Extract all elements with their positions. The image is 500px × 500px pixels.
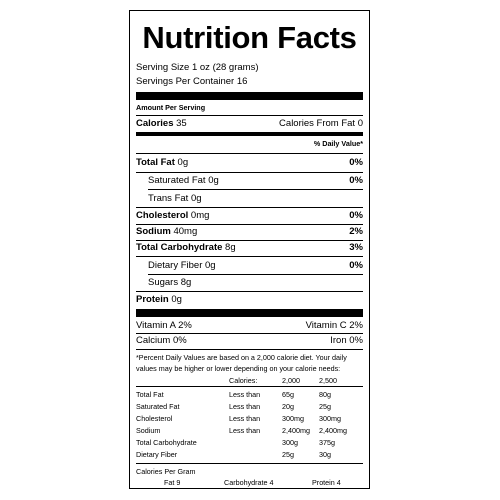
nutrient-total-carbohydrate: Total Carbohydrate 8g 3% — [136, 242, 363, 254]
nutrient-trans-fat: Trans Fat 0g — [136, 193, 363, 205]
table-nutrient: Total Fat — [136, 390, 164, 399]
nutrient-protein: Protein 0g — [136, 294, 363, 306]
divider — [136, 349, 363, 350]
nutrient-dv: 2% — [349, 226, 363, 237]
nutrient-cholesterol: Cholesterol 0mg 0% — [136, 210, 363, 222]
divider — [136, 291, 363, 292]
nutrient-label: Total Carbohydrate — [136, 242, 223, 253]
divider — [136, 172, 363, 173]
table-nutrient: Total Carbohydrate — [136, 438, 197, 447]
nutrient-sugars: Sugars 8g — [136, 277, 363, 289]
table-nutrient: Dietary Fiber — [136, 450, 178, 459]
divider — [136, 153, 363, 154]
nutrient-label: Total Fat — [136, 157, 175, 168]
nutrient-dv: 0% — [349, 210, 363, 221]
nutrient-amount: 0g — [205, 260, 216, 271]
table-2000: 2,400mg — [282, 426, 310, 435]
nutrient-amount: 0mg — [190, 210, 210, 221]
nutrient-label: Sodium — [136, 226, 171, 237]
daily-value-header: % Daily Value* — [313, 139, 363, 148]
table-header-calories: Calories: — [229, 376, 258, 385]
table-2500: 375g — [319, 438, 335, 447]
footnote: *Percent Daily Values are based on a 2,0… — [136, 353, 347, 373]
label-content: Nutrition Facts Serving Size 1 oz (28 gr… — [136, 11, 363, 488]
calories-from-fat-value: 0 — [357, 118, 363, 129]
medium-divider — [136, 132, 363, 136]
nutrient-amount: 0g — [208, 175, 219, 186]
nutrient-dv: 0% — [349, 157, 363, 168]
table-header-2500: 2,500 — [319, 376, 337, 385]
vitamin-row: Vitamin A 2% Vitamin C 2% — [136, 320, 363, 332]
per-gram-fat: Fat 9 — [164, 478, 181, 487]
nutrient-dv: 3% — [349, 242, 363, 253]
thick-divider — [136, 309, 363, 317]
table-2500: 80g — [319, 390, 331, 399]
table-limit: Less than — [229, 402, 261, 411]
divider — [136, 386, 363, 387]
table-2000: 300mg — [282, 414, 304, 423]
table-limit: Less than — [229, 414, 261, 423]
nutrient-label: Protein — [136, 294, 169, 305]
nutrition-label: Nutrition Facts Serving Size 1 oz (28 gr… — [129, 10, 370, 489]
table-2000: 25g — [282, 450, 294, 459]
vitamin-a: Vitamin A 2% — [136, 320, 192, 331]
nutrient-amount: 8g — [180, 277, 192, 288]
table-2500: 300mg — [319, 414, 341, 423]
mineral-row: Calcium 0% Iron 0% — [136, 335, 363, 347]
divider — [136, 463, 363, 464]
nutrient-amount: 0g — [171, 294, 182, 305]
label-title: Nutrition Facts — [142, 20, 357, 55]
calories-label: Calories — [136, 118, 174, 129]
per-gram-protein: Protein 4 — [312, 478, 341, 487]
amount-per-serving: Amount Per Serving — [136, 103, 206, 112]
nutrient-dv: 0% — [349, 175, 363, 186]
nutrient-amount: 8g — [225, 242, 236, 253]
nutrient-label: Trans Fat — [148, 193, 189, 204]
table-nutrient: Sodium — [136, 426, 161, 435]
nutrient-label: Saturated Fat — [148, 175, 206, 186]
table-2500: 30g — [319, 450, 331, 459]
table-2000: 65g — [282, 390, 294, 399]
vitamin-c: Vitamin C 2% — [305, 320, 363, 331]
divider — [148, 274, 363, 275]
iron: Iron 0% — [330, 335, 363, 346]
thick-divider — [136, 92, 363, 100]
calcium: Calcium 0% — [136, 335, 187, 346]
nutrient-dietary-fiber: Dietary Fiber 0g 0% — [136, 260, 363, 272]
nutrient-saturated-fat: Saturated Fat 0g 0% — [136, 175, 363, 187]
table-header-2000: 2,000 — [282, 376, 300, 385]
table-2000: 20g — [282, 402, 294, 411]
divider — [136, 115, 363, 116]
table-2500: 25g — [319, 402, 331, 411]
table-limit: Less than — [229, 426, 261, 435]
per-gram-carbohydrate: Carbohydrate 4 — [224, 478, 274, 487]
nutrient-label: Dietary Fiber — [148, 260, 203, 271]
table-limit: Less than — [229, 390, 261, 399]
nutrient-amount: 40mg — [173, 226, 198, 237]
nutrient-total-fat: Total Fat 0g 0% — [136, 157, 363, 169]
nutrient-dv: 0% — [349, 260, 363, 271]
divider — [136, 207, 363, 208]
table-nutrient: Cholesterol — [136, 414, 173, 423]
servings-per-container: Servings Per Container 16 — [136, 76, 248, 87]
divider — [136, 224, 363, 225]
divider — [136, 333, 363, 334]
calories-from-fat-label: Calories From Fat — [279, 118, 356, 129]
nutrient-label: Sugars — [148, 277, 179, 288]
nutrient-label: Cholesterol — [136, 210, 189, 221]
calories-from-fat: Calories From Fat 0 — [279, 118, 363, 130]
divider — [148, 189, 363, 190]
nutrient-amount: 0g — [190, 193, 202, 204]
nutrient-sodium: Sodium 40mg 2% — [136, 226, 363, 238]
table-2000: 300g — [282, 438, 298, 447]
calories-row: Calories 35 Calories From Fat 0 — [136, 118, 363, 130]
serving-size: Serving Size 1 oz (28 grams) — [136, 62, 259, 73]
calories-per-gram-label: Calories Per Gram — [136, 467, 196, 476]
divider — [136, 240, 363, 241]
divider — [136, 256, 363, 257]
nutrient-amount: 0g — [177, 157, 189, 168]
calories-value: 35 — [176, 118, 187, 129]
table-2500: 2,400mg — [319, 426, 347, 435]
table-nutrient: Saturated Fat — [136, 402, 180, 411]
